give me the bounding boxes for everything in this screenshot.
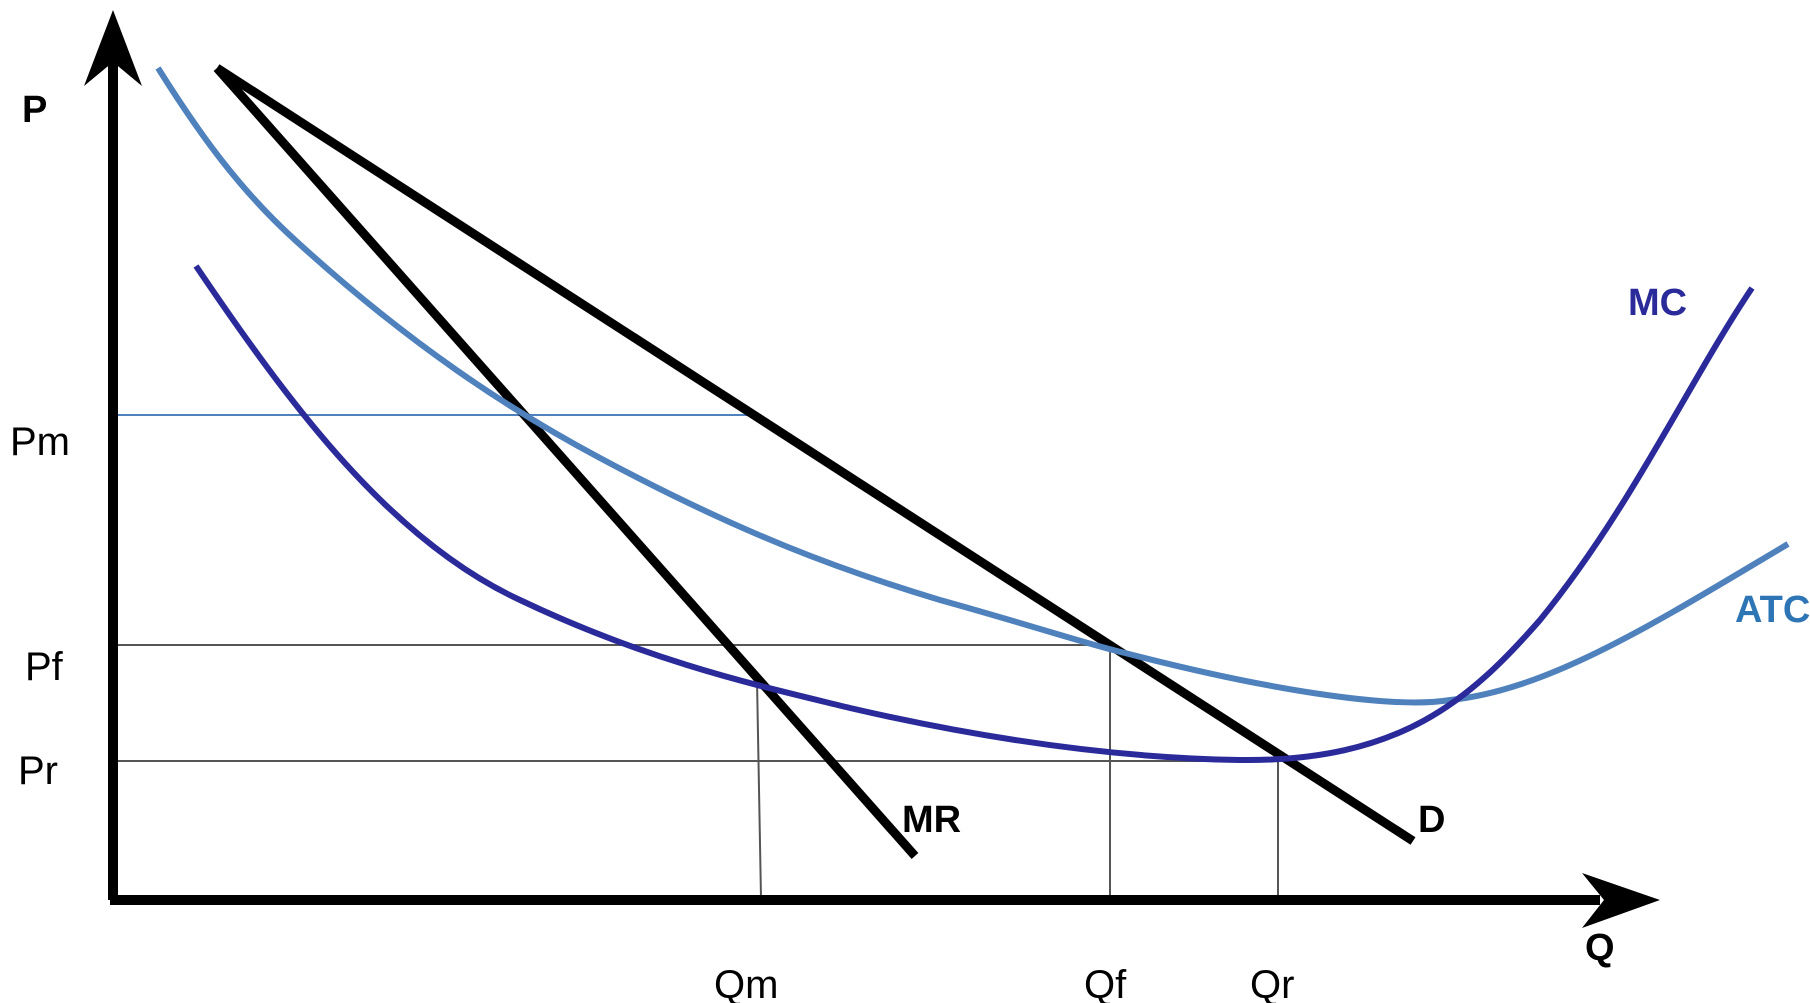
- qm-guide-line: [756, 679, 762, 899]
- marginal-revenue-curve: [213, 65, 919, 859]
- average-total-cost-label: ATC: [1735, 589, 1810, 631]
- marginal-revenue-label: MR: [902, 799, 961, 841]
- x-axis-label: Q: [1585, 927, 1615, 969]
- price-label-pr: Pr: [18, 749, 58, 793]
- x-axis-arrowhead: [1582, 873, 1660, 928]
- marginal-cost-curve: [193, 264, 1755, 764]
- y-axis-arrowhead: [84, 10, 142, 86]
- demand-curve: [214, 64, 1416, 845]
- demand-label: D: [1418, 799, 1445, 841]
- quantity-label-qf: Qf: [1084, 963, 1127, 1003]
- average-total-cost-curve: [155, 66, 1790, 706]
- quantity-label-qr: Qr: [1250, 963, 1294, 1003]
- price-label-pf: Pf: [25, 645, 64, 689]
- marginal-cost-label: MC: [1628, 282, 1687, 324]
- y-axis-label: P: [22, 89, 47, 131]
- quantity-label-qm: Qm: [714, 963, 778, 1003]
- price-label-pm: Pm: [10, 420, 70, 464]
